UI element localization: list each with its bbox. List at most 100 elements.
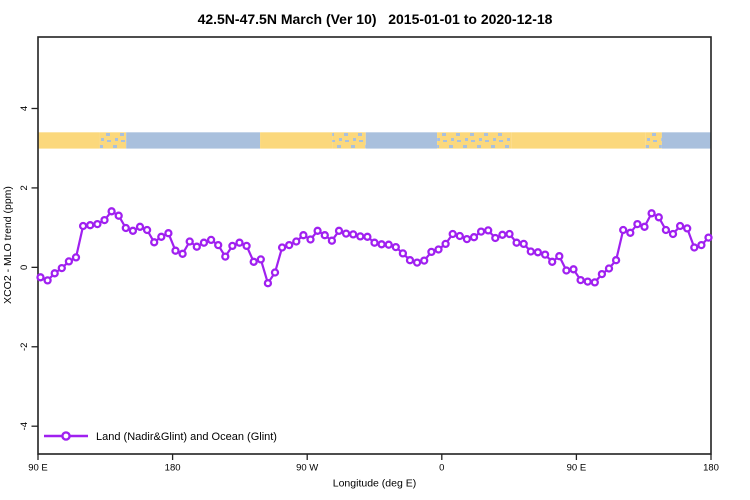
band-segment-land	[511, 132, 646, 149]
data-point-marker	[121, 223, 130, 233]
data-point-marker	[377, 240, 386, 249]
data-point-marker	[320, 231, 329, 240]
data-point-marker	[107, 207, 116, 216]
data-point-marker	[619, 225, 628, 235]
data-point-marker	[327, 236, 337, 245]
data-point-marker	[178, 249, 187, 258]
data-point-marker	[285, 240, 294, 250]
data-point-marker	[228, 241, 237, 251]
data-point-marker	[341, 229, 351, 238]
data-point-marker	[412, 258, 422, 267]
y-axis-title: XCO2 - MLO trend (ppm)	[2, 186, 14, 304]
x-axis-title: Longitude (deg E)	[333, 478, 416, 490]
data-point-marker	[519, 239, 528, 249]
data-point-marker	[221, 252, 230, 261]
data-point-marker	[50, 269, 59, 278]
data-point-marker	[100, 215, 109, 225]
data-point-marker	[199, 238, 209, 247]
data-point-marker	[654, 213, 663, 222]
data-point-marker	[128, 226, 138, 235]
plot-frame	[37, 36, 712, 455]
chart-title: 42.5N-47.5N March (Ver 10) 2015-01-01 to…	[197, 11, 553, 27]
band-segment-mixed	[99, 132, 127, 149]
data-point-marker	[36, 273, 45, 282]
data-point-marker	[668, 229, 678, 239]
data-point-marker	[697, 240, 706, 250]
y-tick-label: 0	[19, 265, 30, 270]
data-point-marker	[505, 229, 514, 239]
data-point-marker	[462, 234, 472, 244]
data-point-marker	[214, 240, 223, 250]
data-point-marker	[299, 231, 308, 240]
band-segment-mixed	[437, 132, 512, 149]
data-point-marker	[448, 229, 457, 239]
data-point-marker	[57, 263, 66, 273]
x-tick-label: 180	[165, 463, 181, 474]
data-point-marker	[256, 255, 265, 264]
data-point-marker	[704, 233, 713, 242]
legend-label: Land (Nadir&Glint) and Ocean (Glint)	[96, 431, 277, 443]
y-tick-label: -4	[19, 422, 30, 430]
band-segment-mixed	[332, 132, 366, 149]
data-point-marker	[93, 219, 102, 229]
x-tick-label: 0	[439, 463, 444, 474]
data-point-marker	[150, 238, 159, 247]
data-point-marker	[434, 245, 443, 254]
data-point-marker	[611, 256, 621, 265]
data-point-marker	[263, 279, 273, 288]
data-point-marker	[43, 276, 52, 285]
data-point-marker	[533, 248, 543, 257]
data-point-marker	[590, 278, 599, 287]
data-point-marker	[526, 247, 535, 256]
x-axis-ticks: 90 E 180 90 W 0 90 E 180	[28, 454, 719, 474]
data-point-marker	[484, 226, 493, 235]
data-point-marker	[576, 275, 585, 285]
data-point-marker	[498, 230, 507, 239]
data-point-marker	[555, 252, 564, 261]
x-tick-label: 90 W	[296, 463, 318, 474]
data-point-marker	[512, 238, 521, 247]
data-point-marker	[476, 227, 486, 236]
data-point-marker	[661, 225, 671, 235]
x-tick-label: 90 E	[567, 463, 587, 474]
data-point-marker	[548, 257, 557, 266]
data-point-marker	[349, 230, 358, 239]
data-point-marker	[313, 226, 322, 235]
data-point-marker	[405, 256, 415, 265]
data-point-marker	[398, 249, 408, 258]
data-point-marker	[192, 242, 201, 251]
data-point-marker	[469, 233, 479, 242]
y-axis-ticks: 4 2 0 -2 -4	[19, 106, 38, 430]
land-ocean-band	[38, 132, 711, 149]
band-segment-land	[260, 132, 333, 149]
data-point-marker	[675, 221, 685, 231]
x-tick-label: 180	[703, 463, 719, 474]
data-point-marker	[420, 256, 429, 265]
data-series-line	[36, 207, 713, 288]
data-point-marker	[441, 239, 450, 249]
data-point-marker	[626, 228, 635, 237]
data-point-marker	[569, 265, 578, 274]
data-point-marker	[235, 238, 244, 247]
x-tick-label: 90 E	[28, 463, 48, 474]
data-point-marker	[562, 266, 571, 275]
data-point-marker	[690, 243, 699, 252]
band-segment-ocean	[661, 132, 711, 149]
data-point-marker	[384, 240, 393, 249]
data-point-marker	[78, 221, 88, 231]
data-point-marker	[540, 250, 550, 259]
legend: Land (Nadir&Glint) and Ocean (Glint)	[44, 431, 277, 443]
data-point-marker	[135, 222, 145, 231]
y-tick-label: -2	[19, 343, 30, 351]
data-point-marker	[86, 221, 95, 230]
data-point-marker	[455, 231, 464, 241]
y-tick-label: 4	[19, 106, 30, 111]
data-point-marker	[277, 243, 287, 252]
data-point-marker	[292, 237, 301, 246]
legend-marker-icon	[61, 431, 71, 441]
data-point-marker	[683, 224, 692, 233]
data-point-marker	[64, 257, 74, 266]
data-point-marker	[604, 264, 614, 273]
data-point-marker	[71, 253, 81, 262]
